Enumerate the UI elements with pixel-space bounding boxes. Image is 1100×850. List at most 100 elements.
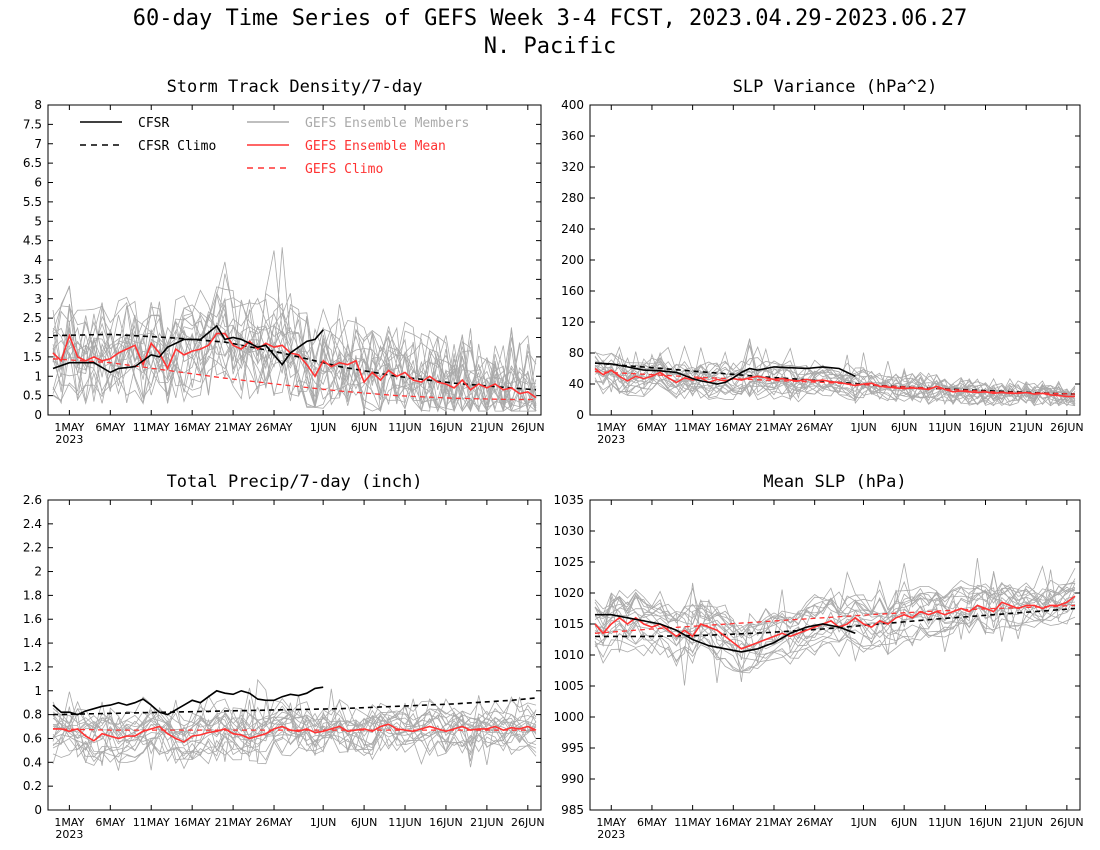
x-tick-label: 16MAY — [715, 421, 752, 434]
x-tick-label: 1MAY — [54, 816, 84, 829]
series-line-cfsr-climo — [594, 362, 1076, 395]
y-tick-label: 5.5 — [23, 195, 42, 209]
plot-frame — [589, 499, 1081, 811]
y-tick-label: 2.5 — [23, 311, 42, 325]
panel-slp-variance-hpa-2: SLP Variance (hPa^2) 0 40 80 120 160 200 240 280… — [561, 77, 1084, 446]
x-tick-label: 16JUN — [969, 816, 1003, 829]
y-tick-label: 3.5 — [23, 272, 42, 286]
legend-label-gefs-ensemble-mean: GEFS Ensemble Mean — [305, 139, 446, 154]
panel-storm-track-density-7-day: Storm Track Density/7-day 0 0.5 1 1.5 2 2.5 3 3.… — [23, 77, 545, 446]
y-tick-label: 1015 — [553, 617, 584, 631]
ensemble-member-line — [52, 702, 537, 763]
y-tick-label: 0 — [34, 408, 42, 422]
x-tick-label: 1JUN — [850, 816, 877, 829]
panel-total-precip-7-day-inch: Total Precip/7-day (inch)00.20.40.60.811… — [23, 472, 545, 841]
y-tick-label: 0.4 — [23, 755, 42, 769]
ensemble-member-line — [594, 365, 1076, 405]
ensemble-member-line — [52, 304, 537, 413]
x-tick-label: 11MAY — [133, 816, 170, 829]
y-tick-label: 0.6 — [23, 731, 42, 745]
y-tick-label: 400 — [561, 98, 584, 112]
x-tick-label: 26JUN — [1050, 816, 1084, 829]
panel-title: Total Precip/7-day (inch) — [167, 472, 423, 492]
ensemble-member-line — [594, 357, 1076, 403]
ensemble-member-line — [594, 353, 1076, 407]
y-tick-label: 120 — [561, 315, 584, 329]
ensemble-member-line — [52, 721, 537, 752]
x-tick-label: 26MAY — [256, 816, 293, 829]
x-tick-label: 26MAY — [256, 421, 293, 434]
x-tick-label: 11MAY — [674, 421, 711, 434]
ensemble-member-line — [594, 579, 1076, 683]
x-tick-label: 21JUN — [470, 816, 504, 829]
series-line-cfsr-climo — [595, 607, 1076, 638]
ensemble-member-line — [52, 292, 537, 409]
y-tick-label: 320 — [561, 160, 584, 174]
figure-title: 60-day Time Series of GEFS Week 3-4 FCST… — [132, 6, 968, 31]
y-tick-label: 995 — [561, 741, 584, 755]
x-tick-label: 26JUN — [511, 421, 545, 434]
x-tick-label: 6JUN — [351, 816, 378, 829]
y-tick-label: 2.4 — [23, 517, 42, 531]
x-tick-label: 1MAY — [596, 816, 626, 829]
y-tick-label: 3 — [34, 292, 42, 306]
series-line-gefs-ensemble-mean — [53, 723, 537, 743]
panel-title: SLP Variance (hPa^2) — [733, 77, 938, 97]
x-tick-label: 11JUN — [928, 421, 962, 434]
x-tick-label: 11MAY — [133, 421, 170, 434]
series-line-cfsr — [52, 686, 324, 716]
ensemble-member-line — [594, 346, 1076, 402]
x-tick-label: 6MAY — [95, 421, 125, 434]
plot-area — [52, 247, 537, 413]
y-tick-label: 1.8 — [23, 588, 42, 602]
y-tick-label: 7 — [34, 137, 42, 151]
ensemble-member-line — [52, 326, 537, 413]
y-tick-label: 280 — [561, 191, 584, 205]
ensemble-member-line — [52, 695, 537, 765]
series-line-cfsr — [594, 362, 856, 385]
ensemble-member-line — [52, 694, 537, 762]
series-line-gefs-ensemble-mean — [52, 332, 537, 399]
y-tick-label: 2.6 — [23, 493, 42, 507]
y-tick-label: 5 — [34, 214, 42, 228]
x-tick-label: 11JUN — [928, 816, 962, 829]
x-tick-label: 26JUN — [511, 816, 545, 829]
ensemble-member-line — [52, 273, 537, 411]
series-line-gefs-ensemble-mean — [594, 367, 1075, 398]
ensemble-member-line — [594, 351, 1076, 406]
y-tick-label: 0 — [576, 408, 584, 422]
panel-title: Mean SLP (hPa) — [763, 472, 906, 492]
ensemble-member-line — [52, 698, 537, 742]
y-tick-label: 240 — [561, 222, 584, 236]
ensemble-member-line — [52, 678, 537, 763]
series-line-cfsr — [595, 613, 856, 653]
y-tick-label: 0.5 — [23, 389, 42, 403]
y-tick-label: 1000 — [553, 710, 584, 724]
y-tick-label: 0.8 — [23, 708, 42, 722]
y-tick-label: 1035 — [553, 493, 584, 507]
x-tick-label: 1MAY — [596, 421, 626, 434]
y-tick-label: 360 — [561, 129, 584, 143]
plot-area — [594, 557, 1076, 686]
x-tick-label: 16MAY — [715, 816, 752, 829]
ensemble-member-line — [52, 329, 537, 413]
y-tick-label: 40 — [569, 377, 584, 391]
x-year-label: 2023 — [597, 433, 625, 446]
panel-title: Storm Track Density/7-day — [167, 77, 423, 97]
x-year-label: 2023 — [55, 433, 83, 446]
series-line-cfsr-climo — [52, 697, 537, 716]
x-tick-label: 11JUN — [388, 421, 422, 434]
x-tick-label: 16MAY — [174, 421, 211, 434]
x-tick-label: 1JUN — [310, 421, 337, 434]
y-tick-label: 2 — [34, 331, 42, 345]
y-tick-label: 2.2 — [23, 541, 42, 555]
ensemble-member-line — [52, 687, 537, 752]
ensemble-member-line — [594, 579, 1076, 637]
x-tick-label: 21MAY — [756, 816, 793, 829]
ensemble-member-line — [52, 324, 537, 413]
y-tick-label: 1.6 — [23, 612, 42, 626]
y-tick-label: 6.5 — [23, 156, 42, 170]
x-tick-label: 6JUN — [351, 421, 378, 434]
y-tick-label: 2 — [34, 565, 42, 579]
